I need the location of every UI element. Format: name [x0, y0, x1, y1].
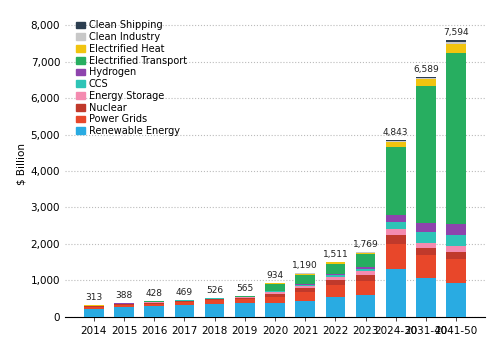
Bar: [326, 297, 345, 317]
Bar: [326, 262, 345, 264]
Bar: [235, 299, 255, 303]
Bar: [265, 291, 285, 292]
Bar: [326, 280, 345, 285]
Bar: [326, 264, 345, 274]
Bar: [205, 300, 225, 304]
Bar: [235, 303, 255, 317]
Bar: [356, 271, 376, 275]
Bar: [416, 232, 436, 243]
Bar: [386, 269, 406, 317]
Text: 526: 526: [206, 286, 223, 295]
Bar: [114, 304, 134, 305]
Text: 4,843: 4,843: [383, 128, 408, 137]
Bar: [416, 86, 436, 223]
Bar: [446, 40, 466, 42]
Bar: [446, 44, 466, 53]
Bar: [416, 78, 436, 79]
Bar: [174, 301, 195, 302]
Bar: [265, 294, 285, 297]
Bar: [265, 292, 285, 294]
Bar: [386, 142, 406, 147]
Bar: [446, 42, 466, 44]
Bar: [144, 303, 164, 304]
Bar: [416, 243, 436, 248]
Bar: [416, 248, 436, 255]
Bar: [235, 298, 255, 299]
Bar: [416, 79, 436, 86]
Bar: [356, 254, 376, 268]
Text: 1,190: 1,190: [292, 262, 318, 270]
Bar: [386, 235, 406, 244]
Bar: [144, 301, 164, 302]
Text: 934: 934: [266, 271, 283, 280]
Bar: [84, 307, 103, 309]
Bar: [386, 244, 406, 269]
Bar: [446, 246, 466, 252]
Bar: [84, 309, 103, 317]
Bar: [356, 253, 376, 254]
Bar: [235, 297, 255, 298]
Text: 1,511: 1,511: [322, 250, 348, 259]
Legend: Clean Shipping, Clean Industry, Electrified Heat, Electrified Transport, Hydroge: Clean Shipping, Clean Industry, Electrif…: [74, 19, 188, 138]
Bar: [446, 252, 466, 259]
Bar: [446, 235, 466, 246]
Bar: [446, 53, 466, 224]
Text: 1,769: 1,769: [352, 240, 378, 249]
Bar: [416, 223, 436, 232]
Bar: [174, 305, 195, 317]
Bar: [296, 288, 315, 292]
Bar: [144, 306, 164, 317]
Bar: [416, 255, 436, 278]
Text: 469: 469: [176, 288, 193, 297]
Bar: [205, 299, 225, 300]
Bar: [296, 286, 315, 288]
Bar: [265, 297, 285, 303]
Bar: [296, 284, 315, 285]
Bar: [205, 304, 225, 317]
Bar: [174, 302, 195, 305]
Bar: [296, 274, 315, 275]
Bar: [356, 275, 376, 281]
Bar: [296, 285, 315, 286]
Bar: [265, 284, 285, 291]
Bar: [296, 292, 315, 301]
Bar: [326, 277, 345, 280]
Bar: [446, 283, 466, 317]
Bar: [265, 283, 285, 284]
Y-axis label: $ Billion: $ Billion: [16, 143, 26, 185]
Bar: [235, 296, 255, 297]
Bar: [114, 305, 134, 307]
Bar: [144, 302, 164, 303]
Bar: [416, 77, 436, 78]
Bar: [265, 303, 285, 317]
Text: 428: 428: [146, 289, 163, 298]
Bar: [326, 274, 345, 275]
Bar: [446, 259, 466, 283]
Bar: [386, 147, 406, 215]
Text: 7,594: 7,594: [444, 28, 469, 37]
Bar: [114, 307, 134, 317]
Text: 388: 388: [116, 291, 132, 300]
Bar: [386, 222, 406, 229]
Bar: [144, 304, 164, 306]
Bar: [205, 298, 225, 299]
Bar: [326, 285, 345, 297]
Bar: [386, 215, 406, 222]
Bar: [296, 301, 315, 317]
Bar: [386, 140, 406, 141]
Bar: [296, 275, 315, 284]
Bar: [356, 295, 376, 317]
Bar: [446, 224, 466, 235]
Bar: [356, 269, 376, 271]
Bar: [356, 281, 376, 295]
Bar: [386, 141, 406, 142]
Bar: [386, 229, 406, 235]
Text: 565: 565: [236, 284, 254, 293]
Bar: [84, 306, 103, 307]
Text: 6,589: 6,589: [413, 65, 439, 74]
Text: 313: 313: [86, 294, 102, 302]
Bar: [326, 275, 345, 277]
Bar: [356, 268, 376, 269]
Bar: [416, 278, 436, 317]
